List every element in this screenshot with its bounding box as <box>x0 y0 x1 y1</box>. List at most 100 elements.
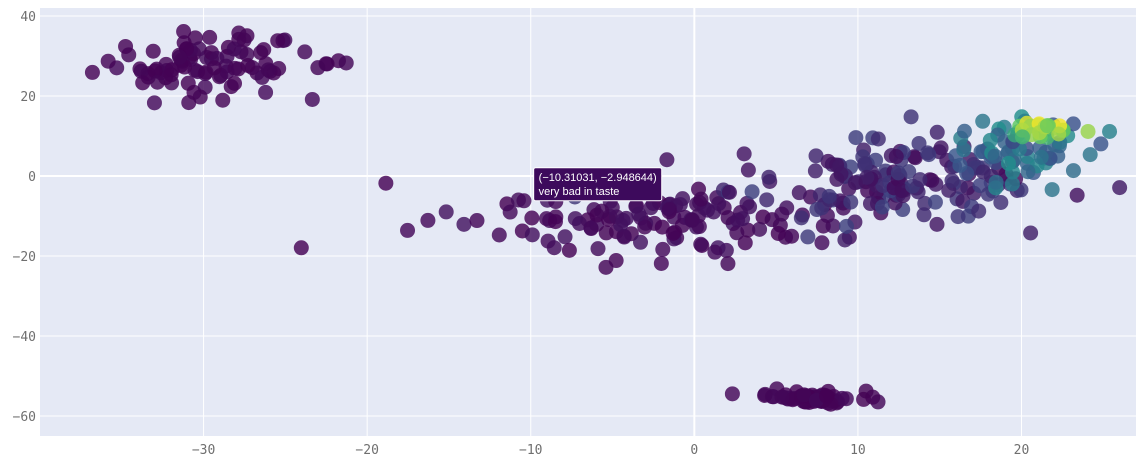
scatter-point[interactable] <box>862 196 878 212</box>
scatter-point[interactable] <box>378 175 394 191</box>
scatter-point[interactable] <box>1082 147 1098 163</box>
scatter-point[interactable] <box>888 149 904 165</box>
scatter-point[interactable] <box>491 227 507 243</box>
scatter-point[interactable] <box>469 213 485 229</box>
scatter-point[interactable] <box>338 55 354 71</box>
scatter-point[interactable] <box>502 204 518 220</box>
scatter-point[interactable] <box>956 123 972 139</box>
scatter-point[interactable] <box>202 29 218 45</box>
scatter-point[interactable] <box>654 219 670 235</box>
scatter-point[interactable] <box>730 212 746 228</box>
scatter-point[interactable] <box>684 212 700 228</box>
scatter-point[interactable] <box>615 212 631 228</box>
scatter-point[interactable] <box>759 192 775 208</box>
scatter-point[interactable] <box>176 35 192 51</box>
scatter-point[interactable] <box>721 184 737 200</box>
scatter-point[interactable] <box>206 60 222 76</box>
scatter-point[interactable] <box>546 240 562 256</box>
scatter-point[interactable] <box>456 216 472 232</box>
scatter-point[interactable] <box>829 171 845 187</box>
scatter-point[interactable] <box>742 199 758 215</box>
scatter-point[interactable] <box>633 234 649 250</box>
scatter-point[interactable] <box>874 199 890 215</box>
scatter-point[interactable] <box>837 232 853 248</box>
scatter-point[interactable] <box>729 225 745 241</box>
scatter-point[interactable] <box>870 131 886 147</box>
scatter-point[interactable] <box>516 193 532 209</box>
scatter-point[interactable] <box>215 92 231 108</box>
scatter-point[interactable] <box>524 210 540 226</box>
scatter-point[interactable] <box>693 191 709 207</box>
scatter-point[interactable] <box>793 210 809 226</box>
scatter-point[interactable] <box>975 164 991 180</box>
scatter-point[interactable] <box>774 389 790 405</box>
scatter-point[interactable] <box>857 157 873 173</box>
scatter-point[interactable] <box>1102 123 1118 139</box>
scatter-point[interactable] <box>791 185 807 201</box>
scatter-point[interactable] <box>1014 129 1030 145</box>
scatter-point[interactable] <box>270 33 286 49</box>
scatter-point[interactable] <box>971 203 987 219</box>
scatter-point[interactable] <box>598 225 614 241</box>
scatter-point[interactable] <box>236 32 252 48</box>
scatter-point[interactable] <box>821 188 837 204</box>
scatter-point[interactable] <box>975 113 991 129</box>
scatter-point[interactable] <box>438 204 454 220</box>
scatter-point[interactable] <box>920 145 936 161</box>
scatter-point[interactable] <box>847 175 863 191</box>
scatter-point[interactable] <box>819 388 835 404</box>
scatter-point[interactable] <box>240 57 256 73</box>
scatter-point[interactable] <box>993 194 1009 210</box>
scatter-point[interactable] <box>643 200 659 216</box>
scatter-point[interactable] <box>907 150 923 166</box>
scatter-point[interactable] <box>744 184 760 200</box>
scatter-point[interactable] <box>223 79 239 95</box>
scatter-point[interactable] <box>135 75 151 91</box>
scatter-point[interactable] <box>912 172 928 188</box>
scatter-point[interactable] <box>659 152 675 168</box>
scatter-point[interactable] <box>796 387 812 403</box>
scatter-point[interactable] <box>133 63 149 79</box>
scatter-point[interactable] <box>956 142 972 158</box>
scatter-point[interactable] <box>524 227 540 243</box>
scatter-point[interactable] <box>834 390 850 406</box>
scatter-point[interactable] <box>227 60 243 76</box>
scatter-point[interactable] <box>557 229 573 245</box>
scatter-point[interactable] <box>843 194 859 210</box>
scatter-point[interactable] <box>561 242 577 258</box>
scatter-point[interactable] <box>740 162 756 178</box>
scatter-point[interactable] <box>761 169 777 185</box>
scatter-point[interactable] <box>848 130 864 146</box>
scatter-point[interactable] <box>616 229 632 245</box>
scatter-point[interactable] <box>1020 164 1036 180</box>
scatter-point[interactable] <box>1065 163 1081 179</box>
scatter-point[interactable] <box>192 89 208 105</box>
scatter-point[interactable] <box>814 235 830 251</box>
scatter-point[interactable] <box>310 60 326 76</box>
scatter-point[interactable] <box>752 221 768 237</box>
scatter-point[interactable] <box>146 95 162 111</box>
scatter-point[interactable] <box>916 207 932 223</box>
scatter-point[interactable] <box>172 49 188 65</box>
scatter-point[interactable] <box>807 163 823 179</box>
scatter-point[interactable] <box>84 64 100 80</box>
scatter-point[interactable] <box>903 109 919 125</box>
scatter-point[interactable] <box>706 204 722 220</box>
scatter-point[interactable] <box>720 256 736 272</box>
scatter-point[interactable] <box>1051 126 1067 142</box>
scatter-point[interactable] <box>598 259 614 275</box>
scatter-point[interactable] <box>856 391 872 407</box>
scatter-point[interactable] <box>944 173 960 189</box>
scatter-point[interactable] <box>890 165 906 181</box>
scatter-point[interactable] <box>808 148 824 164</box>
scatter-point[interactable] <box>1080 123 1096 139</box>
scatter-point[interactable] <box>180 75 196 91</box>
scatter-point[interactable] <box>583 220 599 236</box>
scatter-point[interactable] <box>655 241 671 257</box>
scatter-point[interactable] <box>258 84 274 100</box>
scatter-point[interactable] <box>567 211 583 227</box>
scatter-point[interactable] <box>594 203 610 219</box>
scatter-point[interactable] <box>929 124 945 140</box>
scatter-point[interactable] <box>631 206 647 222</box>
scatter-point[interactable] <box>1033 149 1049 165</box>
